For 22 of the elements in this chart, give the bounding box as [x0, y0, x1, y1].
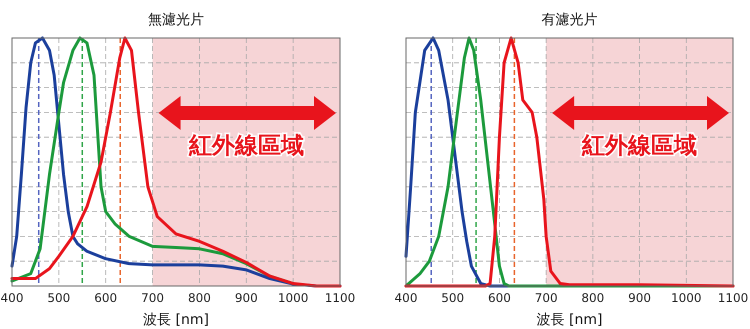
- band-label: 紅外線區域: [581, 133, 698, 159]
- x-tick-label: 1000: [278, 291, 308, 305]
- x-tick-label: 800: [581, 291, 604, 305]
- x-tick-label: 800: [188, 291, 211, 305]
- x-tick-label: 900: [628, 291, 652, 305]
- x-tick-label: 500: [441, 291, 464, 305]
- x-tick-label: 400: [394, 291, 418, 305]
- x-axis-title: 波長 [nm]: [143, 312, 209, 328]
- x-tick-label: 600: [488, 291, 511, 305]
- x-tick-label: 900: [234, 291, 258, 305]
- x-tick-label: 700: [141, 291, 164, 305]
- band-label: 紅外線區域: [188, 133, 304, 159]
- x-axis-title: 波長 [nm]: [536, 312, 602, 328]
- x-tick-label: 1100: [718, 291, 748, 305]
- x-tick-label: 600: [94, 291, 118, 305]
- chart-title: 有濾光片: [542, 12, 598, 28]
- x-tick-label: 1000: [671, 291, 702, 305]
- x-tick-label: 1100: [324, 291, 356, 305]
- x-tick-label: 500: [47, 291, 70, 305]
- x-tick-label: 400: [0, 291, 24, 305]
- x-tick-label: 700: [534, 291, 558, 305]
- chart-title: 無濾光片: [148, 12, 204, 28]
